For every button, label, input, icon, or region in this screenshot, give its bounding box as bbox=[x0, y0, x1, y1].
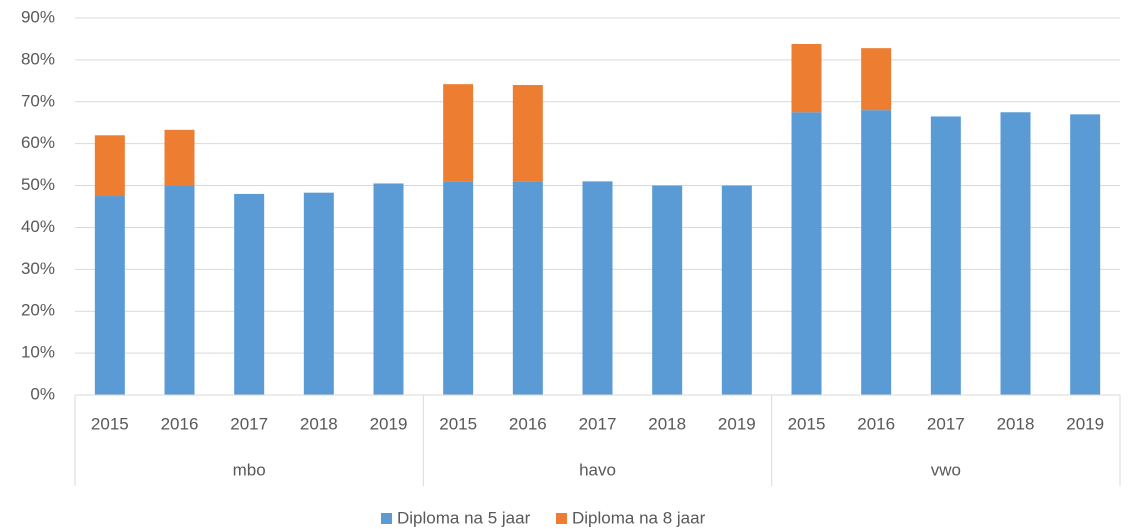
bar-segment bbox=[303, 192, 334, 395]
bar-segment bbox=[791, 43, 822, 113]
bar-segment bbox=[791, 112, 822, 395]
x-tick-label: 2019 bbox=[718, 414, 756, 433]
group-label: mbo bbox=[233, 460, 266, 479]
group-label: vwo bbox=[931, 460, 961, 479]
bar-segment bbox=[1000, 112, 1031, 395]
x-tick-label: 2017 bbox=[927, 414, 965, 433]
bar-segment bbox=[861, 48, 892, 111]
bar-segment bbox=[1070, 114, 1101, 395]
bar-segment bbox=[164, 185, 195, 395]
bar-segment bbox=[164, 129, 195, 186]
y-tick-label: 0% bbox=[30, 384, 55, 403]
legend-label: Diploma na 5 jaar bbox=[397, 508, 531, 527]
bar-segment bbox=[94, 196, 125, 395]
x-tick-label: 2016 bbox=[161, 414, 199, 433]
y-tick-label: 90% bbox=[21, 7, 55, 26]
bar-segment bbox=[582, 181, 613, 395]
y-tick-label: 80% bbox=[21, 49, 55, 68]
x-tick-label: 2017 bbox=[230, 414, 268, 433]
x-tick-label: 2018 bbox=[997, 414, 1035, 433]
x-tick-label: 2019 bbox=[370, 414, 408, 433]
x-tick-label: 2017 bbox=[579, 414, 617, 433]
bar-segment bbox=[930, 116, 961, 395]
bar-segment bbox=[721, 185, 752, 395]
x-tick-label: 2015 bbox=[788, 414, 826, 433]
y-tick-label: 40% bbox=[21, 217, 55, 236]
bar-segment bbox=[512, 181, 543, 395]
legend-label: Diploma na 8 jaar bbox=[572, 508, 706, 527]
bar-segment bbox=[512, 85, 543, 182]
x-tick-label: 2019 bbox=[1066, 414, 1104, 433]
y-tick-label: 10% bbox=[21, 343, 55, 362]
legend-swatch bbox=[556, 513, 567, 524]
x-tick-label: 2015 bbox=[439, 414, 477, 433]
bar-segment bbox=[443, 84, 474, 182]
y-tick-label: 30% bbox=[21, 259, 55, 278]
x-tick-label: 2016 bbox=[857, 414, 895, 433]
y-tick-label: 20% bbox=[21, 301, 55, 320]
bar-segment bbox=[373, 183, 404, 395]
bar-segment bbox=[94, 135, 125, 197]
x-tick-label: 2018 bbox=[648, 414, 686, 433]
legend-swatch bbox=[381, 513, 392, 524]
x-tick-label: 2015 bbox=[91, 414, 129, 433]
y-tick-label: 50% bbox=[21, 175, 55, 194]
y-tick-label: 70% bbox=[21, 91, 55, 110]
x-tick-label: 2018 bbox=[300, 414, 338, 433]
bar-segment bbox=[861, 110, 892, 396]
x-tick-label: 2016 bbox=[509, 414, 547, 433]
bar-segment bbox=[443, 181, 474, 395]
y-tick-label: 60% bbox=[21, 133, 55, 152]
bar-segment bbox=[652, 185, 683, 395]
group-label: havo bbox=[579, 460, 616, 479]
bar-segment bbox=[234, 193, 265, 395]
